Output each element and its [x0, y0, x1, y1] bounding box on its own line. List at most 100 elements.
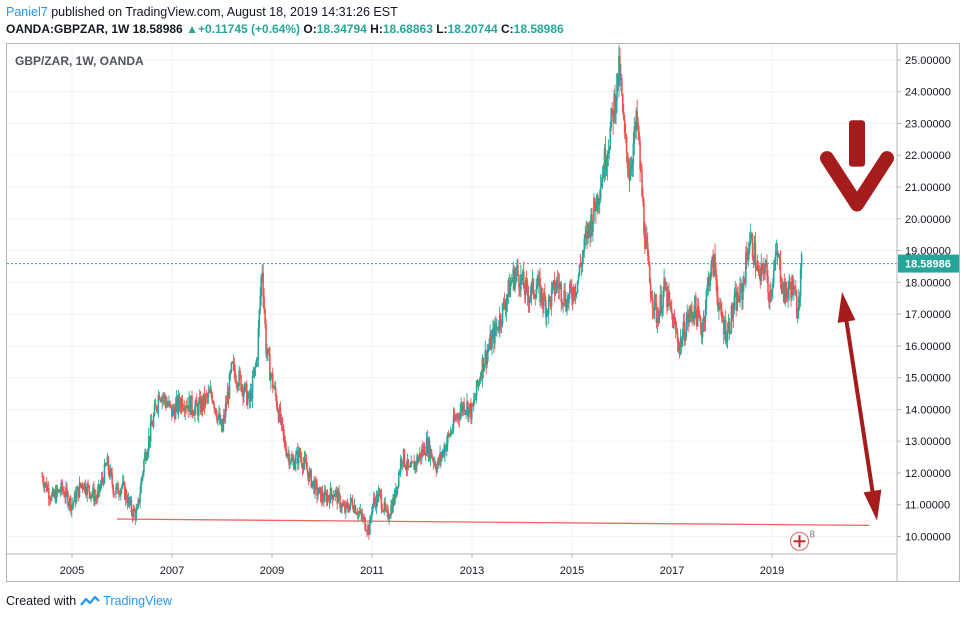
- candle-body: [204, 395, 207, 406]
- candle-body: [786, 292, 788, 299]
- candle-body: [583, 238, 586, 252]
- candle-body: [154, 404, 157, 406]
- candle-body: [674, 322, 677, 331]
- candle-body: [427, 439, 430, 455]
- candle-body: [502, 301, 505, 304]
- candle-body: [353, 505, 356, 512]
- candle-body: [515, 271, 517, 276]
- candle-body: [758, 270, 761, 274]
- candle-body: [350, 498, 353, 501]
- candle-body: [358, 512, 361, 513]
- candle-body: [701, 328, 704, 338]
- candle-body: [777, 255, 780, 257]
- candle-body: [703, 316, 706, 323]
- candle-body: [472, 400, 475, 407]
- candle-body: [112, 484, 114, 494]
- candle-body: [771, 289, 773, 297]
- candle-body: [165, 400, 167, 407]
- candle-body: [394, 489, 396, 504]
- candle-body: [639, 141, 641, 170]
- candle-body: [186, 405, 188, 408]
- candle-body: [576, 280, 579, 293]
- candle-body: [227, 391, 230, 399]
- candle-body: [306, 469, 309, 473]
- candle-body: [67, 492, 69, 506]
- candle-body: [672, 317, 675, 328]
- candle-body: [308, 471, 311, 481]
- candle-body: [235, 382, 238, 383]
- axes: 10.00000 11.00000 12.00000 13.00000 14.00000…: [7, 44, 959, 581]
- candle-body: [723, 319, 726, 335]
- candle-body: [294, 464, 296, 470]
- candle-body: [554, 289, 557, 295]
- candle-body: [428, 439, 431, 459]
- candle-body: [315, 480, 317, 484]
- candle-body: [267, 348, 269, 353]
- candle-body: [331, 494, 334, 500]
- tradingview-link[interactable]: TradingView: [80, 594, 172, 608]
- price-chart[interactable]: 8 10.00000 11.00000 12.00000 13.00000 14.000…: [7, 44, 959, 581]
- flag-count-label: 8: [810, 529, 816, 540]
- candle-body: [286, 453, 288, 457]
- y-tick-label: 11.00000: [905, 500, 950, 512]
- candle-body: [799, 267, 802, 296]
- x-tick-label: 2015: [560, 565, 584, 577]
- candle-body: [224, 403, 227, 418]
- candle-body: [192, 411, 194, 415]
- candle-body: [371, 511, 373, 517]
- candle-body: [351, 500, 354, 508]
- candle-body: [605, 166, 608, 171]
- candle-body: [338, 491, 340, 496]
- created-with-label: Created with: [6, 594, 77, 608]
- candle-body: [626, 152, 629, 169]
- candle-body: [638, 131, 640, 142]
- candle-body: [433, 462, 436, 463]
- symbol-label: OANDA:GBPZAR, 1W: [6, 22, 130, 36]
- candle-body: [513, 269, 515, 289]
- candle-body: [424, 455, 427, 456]
- candle-body: [692, 315, 694, 318]
- candle-body: [198, 397, 201, 403]
- candle-body: [689, 307, 691, 317]
- candle-body: [147, 435, 150, 451]
- candle-body: [252, 375, 255, 377]
- candle-body: [658, 311, 661, 324]
- candle-body: [171, 405, 173, 417]
- candle-body: [742, 282, 744, 300]
- author-link[interactable]: Paniel7: [6, 5, 48, 19]
- candle-body: [382, 510, 385, 512]
- open-value: 18.34794: [316, 22, 367, 36]
- candle-body: [696, 311, 698, 327]
- candle-body: [395, 489, 397, 497]
- candle-body: [379, 490, 382, 495]
- candle-body: [637, 122, 639, 132]
- candle-body: [317, 494, 319, 497]
- candle-body: [383, 501, 386, 511]
- candle-body: [415, 462, 417, 466]
- candle-body: [504, 307, 507, 311]
- candle-body: [724, 319, 727, 342]
- candle-body: [157, 395, 160, 410]
- candle-body: [340, 508, 342, 510]
- candle-body: [751, 234, 754, 258]
- candle-body: [770, 291, 772, 297]
- candle-body: [64, 496, 66, 498]
- candle-body: [449, 431, 452, 436]
- candle-body: [681, 335, 684, 347]
- candle-body: [608, 149, 611, 153]
- candle-body: [744, 280, 746, 283]
- candle-body: [332, 496, 335, 500]
- candle-body: [396, 486, 399, 488]
- candle-body: [537, 277, 539, 286]
- candle-body: [511, 280, 513, 282]
- candle-body: [69, 497, 71, 505]
- candle-body: [265, 323, 267, 354]
- candle-body: [194, 406, 196, 416]
- candle-body: [172, 407, 175, 411]
- candle-body: [471, 403, 474, 407]
- candle-body: [151, 425, 154, 427]
- candle-body: [676, 332, 679, 343]
- candle-body: [491, 334, 493, 350]
- candle-body: [296, 450, 298, 455]
- candle-body: [240, 375, 242, 391]
